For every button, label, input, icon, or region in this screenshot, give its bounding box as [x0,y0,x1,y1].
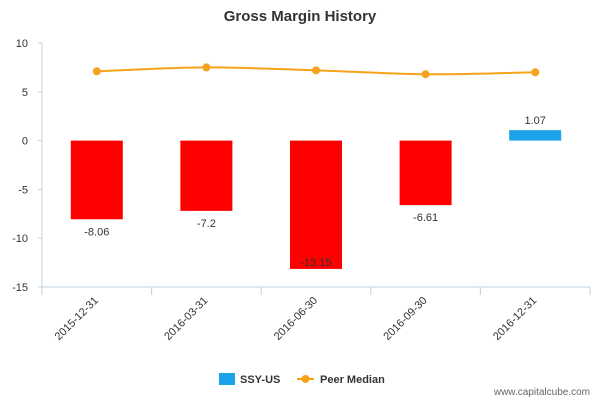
x-tick-label: 2016-12-31 [491,295,539,343]
bar-ssy [399,140,452,206]
bar-data-label: -13.15 [300,257,331,269]
bar-data-label: -6.61 [413,212,438,224]
watermark: www.capitalcube.com [493,387,590,398]
bar-data-label: -8.06 [84,226,109,238]
peer-median-point [92,67,101,76]
axes [41,43,590,288]
bar-data-labels: -8.06 -7.2 -13.15 -6.61 1.07 [84,115,546,269]
y-tick-label: -15 [12,282,28,294]
y-tick-label: 10 [16,38,28,50]
x-tick-label: 2016-06-30 [272,295,320,343]
legend-swatch-peer-marker [301,375,310,383]
y-tick-label: 0 [22,136,28,148]
bar-data-label: -7.2 [197,218,216,230]
bar-series [70,130,562,269]
bar-ssy [509,130,562,141]
peer-median-point [531,68,540,77]
x-tick-label: 2016-09-30 [381,295,429,343]
peer-median-point [421,70,430,79]
x-axis-ticks: 2015-12-31 2016-03-31 2016-06-30 2016-09-30… [41,287,591,343]
peer-median-point [312,66,320,75]
chart-title: Gross Margin History [224,8,377,25]
y-axis-ticks: 10 5 0 -5 -10 -15 [12,38,42,294]
legend-label-peer-median: Peer Median [320,374,385,386]
legend: SSY-US Peer Median [219,373,385,386]
y-tick-label: -10 [12,233,28,245]
peer-median-point [202,63,211,72]
bar-data-label: 1.07 [524,115,545,127]
bar-ssy [290,140,342,269]
x-tick-label: 2015-12-31 [53,295,101,343]
x-tick-label: 2016-03-31 [162,295,210,343]
peer-median-series [92,63,540,79]
y-tick-label: 5 [22,87,28,99]
bar-ssy [70,140,123,220]
y-tick-label: -5 [18,184,28,196]
legend-label-ssy: SSY-US [240,374,280,386]
legend-swatch-ssy [219,373,235,385]
bar-ssy [180,140,233,211]
